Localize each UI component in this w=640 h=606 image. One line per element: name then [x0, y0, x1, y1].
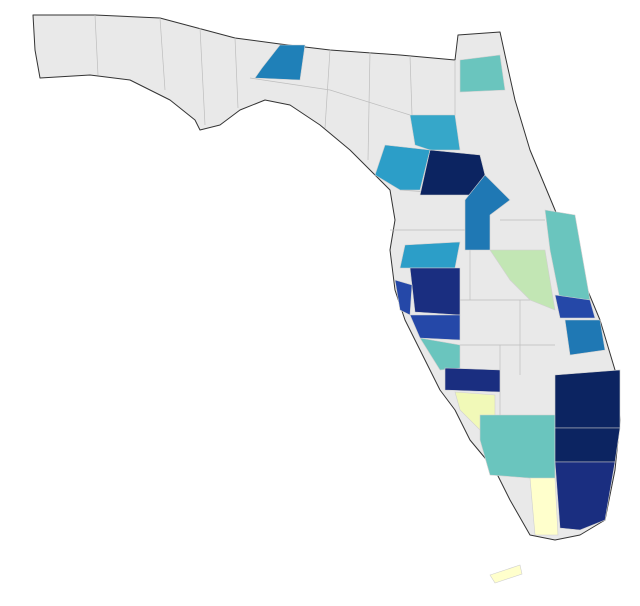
county [459, 54, 506, 93]
county [489, 564, 523, 584]
county [554, 461, 616, 531]
county [409, 114, 461, 151]
county [554, 427, 621, 463]
county [444, 367, 501, 393]
county [254, 44, 306, 81]
county [419, 337, 461, 371]
county [374, 144, 431, 191]
county [554, 294, 596, 319]
county [479, 414, 556, 481]
county [409, 314, 461, 341]
counties [254, 44, 621, 584]
county [489, 249, 556, 311]
county [564, 319, 606, 356]
county [529, 477, 559, 536]
county [409, 267, 461, 316]
county [554, 369, 621, 429]
county [399, 241, 461, 269]
